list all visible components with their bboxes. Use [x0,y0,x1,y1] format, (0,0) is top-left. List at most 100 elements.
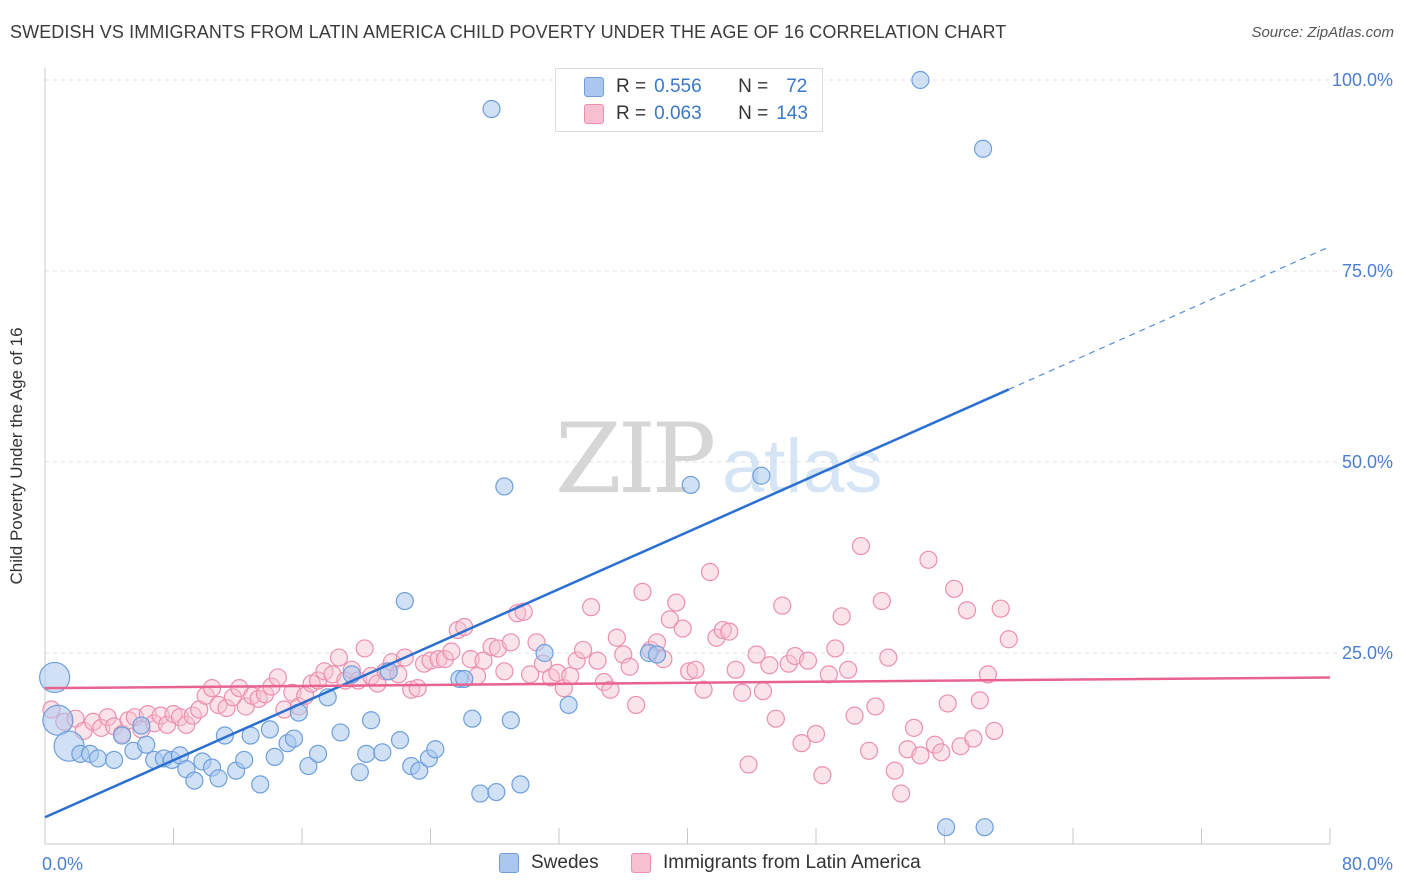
latin-point [792,734,811,753]
latin-point [957,601,977,620]
swedes-point [42,704,74,736]
swedes-point [395,591,414,611]
latin-point [747,645,766,664]
latin-point [268,668,288,687]
latin-point [826,639,845,658]
swedes-point [487,782,506,802]
latin-point [177,715,196,734]
swedes-point [209,769,228,788]
swedes-point [752,466,771,485]
latin-point [217,698,236,718]
chart-title: SWEDISH VS IMMIGRANTS FROM LATIN AMERICA… [10,22,1007,42]
swedes-point [937,818,956,837]
legend-swatch-swedes [584,77,604,97]
latin-point [991,599,1010,618]
swedes-point [975,818,994,837]
latin-point [773,596,792,615]
bottom-legend-latin: Immigrants from Latin America [631,852,921,874]
y-tick-label: 100.0% [1332,70,1393,90]
latin-point [879,648,898,667]
latin-point [753,682,773,701]
latin-point [938,694,957,713]
swedes-point [235,750,254,770]
swedes-point [299,756,318,776]
latin-trend-line [44,676,1331,690]
latin-point [660,610,679,629]
source-credit: Source: ZipAtlas.com [1251,24,1394,41]
latin-point [766,709,785,728]
swedes-point [373,743,392,762]
swedes-point [647,645,667,664]
trend-lines [44,246,1331,819]
latin-point [832,607,851,626]
legend-r-label: R = [616,76,647,97]
legend-r-value-latin: 0.063 [654,103,702,124]
y-tick-label: 25.0% [1342,643,1393,663]
latin-point [694,680,713,699]
swedes-point [104,750,124,770]
latin-point [985,721,1004,741]
legend-n-value-swedes: 72 [786,76,808,97]
latin-point [970,691,989,710]
latin-point [223,688,243,707]
latin-point [686,660,705,679]
watermark-zip: ZIP [555,403,714,515]
latin-point [435,650,455,669]
legend-row-latin: R = 0.063 N = 143 [584,101,808,127]
swedes-point [535,643,554,663]
swedes-point [463,709,482,728]
y-axis-label: Child Poverty Under the Age of 16 [7,327,26,585]
y-tick-label: 50.0% [1342,452,1393,472]
x-tick-label-max: 80.0% [1342,854,1393,874]
latin-point [798,651,818,670]
swedes-trend-line [44,388,1010,819]
latin-point [567,651,586,670]
latin-point [720,622,739,641]
bottom-legend-swatch-swedes [499,853,519,873]
swedes-trend-extension [1008,246,1331,390]
latin-point [945,579,964,598]
latin-point [806,724,826,744]
watermark-atlas: atlas [722,424,883,509]
latin-point [561,666,580,686]
swedes-point [559,695,578,715]
swedes-point [501,711,520,730]
latin-point [573,640,593,660]
latin-point [911,746,930,765]
latin-point [964,729,983,748]
latin-point [601,680,620,699]
latin-point [495,662,514,681]
latin-point [813,766,832,785]
legend-n-label: N = [738,103,769,124]
latin-point [482,637,501,656]
legend-swatch-latin [584,104,604,124]
latin-point [739,755,758,774]
latin-point [607,628,626,647]
latin-point [620,657,639,676]
latin-point [925,735,944,754]
swedes-point [455,669,474,689]
swedes-point [251,775,270,794]
latin-point [713,620,732,640]
correlation-legend: R = 0.556 N = 72 R = 0.063 N = 143 [555,68,823,132]
latin-point [733,683,752,702]
latin-point [501,633,520,652]
latin-point [851,536,871,556]
swedes-point [308,744,328,763]
swedes-point [426,740,445,759]
latin-point [673,619,692,638]
latin-point [588,651,607,670]
swedes-point [357,744,376,763]
legend-r-value-swedes: 0.556 [654,76,702,97]
latin-point [978,665,997,684]
swedes-point [132,716,151,735]
latin-point [594,672,614,692]
bottom-legend-swatch-latin [631,853,651,873]
latin-point [626,695,646,715]
x-tick-label-min: 0.0% [42,854,83,874]
latin-point [582,598,601,617]
swedes-point [410,761,429,780]
latin-point [633,582,652,601]
swedes-point [331,723,350,742]
latin-point [760,656,779,675]
